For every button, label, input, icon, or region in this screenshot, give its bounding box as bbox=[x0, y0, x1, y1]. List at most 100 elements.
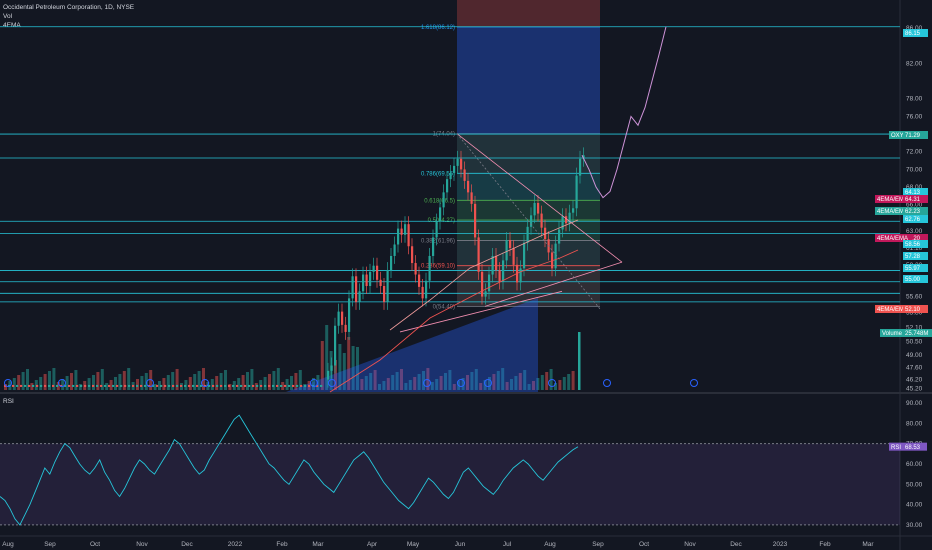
volume-bar bbox=[347, 337, 351, 390]
candle-history bbox=[28, 384, 31, 387]
candle-history bbox=[84, 384, 87, 387]
target-zone bbox=[457, 26, 600, 134]
volume-bar bbox=[514, 376, 518, 390]
fib-label: 0.786(69.56) bbox=[421, 171, 455, 177]
candle-history bbox=[76, 384, 79, 387]
event-marker bbox=[201, 379, 209, 387]
volume-bar bbox=[12, 378, 16, 390]
candle-history bbox=[184, 384, 187, 387]
candle-body bbox=[344, 324, 347, 332]
volume-bar bbox=[540, 375, 544, 390]
event-marker bbox=[690, 379, 698, 387]
price-label-bg bbox=[903, 29, 928, 37]
x-tick-label: Dec bbox=[730, 541, 742, 548]
y-tick-label: 49.00 bbox=[906, 352, 923, 359]
candle-history bbox=[176, 384, 179, 387]
candle-body bbox=[348, 298, 351, 332]
price-label: 64.13 bbox=[905, 190, 921, 196]
volume-bar bbox=[532, 381, 535, 390]
volume-bar bbox=[100, 369, 104, 390]
y-tick-label: 53.80 bbox=[906, 310, 923, 317]
candle-body bbox=[435, 221, 438, 238]
volume-bar bbox=[202, 368, 205, 390]
candle-body bbox=[456, 158, 459, 166]
candle-history bbox=[172, 384, 175, 387]
candle-body bbox=[544, 227, 547, 240]
volume-bar bbox=[404, 383, 408, 390]
candle-body bbox=[337, 311, 340, 326]
volume-bar bbox=[470, 372, 474, 390]
candle-body bbox=[341, 311, 344, 325]
price-label-bg bbox=[875, 305, 913, 313]
candle-body bbox=[509, 240, 512, 249]
candle-body bbox=[393, 244, 396, 256]
y-tick-label: 46.20 bbox=[906, 377, 923, 384]
y-tick-label: 70.00 bbox=[906, 166, 923, 173]
candle-history bbox=[264, 384, 267, 387]
candle-history bbox=[112, 384, 115, 387]
candle-history bbox=[288, 384, 291, 387]
volume-bar bbox=[43, 374, 47, 390]
ema-mid-line bbox=[389, 219, 579, 331]
price-label-bg bbox=[903, 329, 932, 337]
candle-body bbox=[414, 263, 417, 275]
candle-body bbox=[442, 192, 445, 208]
candle-history bbox=[156, 384, 159, 387]
rsi-last-name: RSI bbox=[891, 445, 901, 451]
x-tick-label: Nov bbox=[136, 541, 148, 548]
candle-body bbox=[474, 203, 477, 238]
fib-band bbox=[457, 133, 600, 174]
volume-bar bbox=[136, 379, 139, 390]
event-marker bbox=[457, 379, 465, 387]
candle-body bbox=[369, 271, 372, 287]
candle-history bbox=[12, 384, 15, 387]
price-label: 58.56 bbox=[905, 242, 921, 248]
volume-bar bbox=[413, 377, 417, 390]
volume-bar bbox=[294, 373, 298, 390]
volume-bar bbox=[30, 383, 34, 390]
price-label: 86.15 bbox=[905, 31, 921, 37]
volume-bar bbox=[114, 377, 117, 390]
candle-body bbox=[460, 158, 463, 170]
price-label: 57.28 bbox=[905, 254, 921, 260]
candle-body bbox=[505, 240, 508, 261]
volume-bar bbox=[448, 370, 452, 390]
candle-history bbox=[236, 384, 239, 387]
volume-bar bbox=[505, 382, 509, 390]
volume-bar bbox=[87, 378, 91, 390]
x-tick-label: Feb bbox=[276, 541, 288, 548]
x-tick-label: Nov bbox=[684, 541, 696, 548]
candle-history bbox=[280, 384, 283, 387]
candle-history bbox=[224, 384, 227, 387]
candle-history bbox=[108, 384, 111, 387]
x-tick-label: Mar bbox=[862, 541, 874, 548]
candle-body bbox=[383, 286, 386, 302]
candle-body bbox=[512, 248, 515, 265]
candle-history bbox=[232, 384, 235, 387]
candle-body bbox=[582, 155, 585, 159]
volume-bar bbox=[4, 384, 7, 390]
candle-body bbox=[526, 226, 529, 243]
candle-history bbox=[284, 384, 287, 387]
x-tick-label: Feb bbox=[819, 541, 831, 548]
volume-bar bbox=[496, 371, 500, 390]
rsi-tick-label: 40.00 bbox=[906, 502, 923, 509]
price-label: 25.748M bbox=[905, 331, 928, 337]
candle-body bbox=[579, 158, 582, 176]
candle-body bbox=[554, 243, 557, 269]
event-marker bbox=[548, 379, 556, 387]
volume-bar bbox=[325, 325, 329, 390]
rsi-tick-label: 90.00 bbox=[906, 400, 923, 407]
volume-bar bbox=[56, 382, 60, 390]
candle-history bbox=[168, 384, 171, 387]
volume-bar bbox=[518, 373, 522, 390]
price-label: OXY bbox=[891, 133, 904, 139]
volume-bar bbox=[501, 368, 505, 390]
candle-body bbox=[334, 325, 337, 366]
x-tick-label: Mar bbox=[312, 541, 324, 548]
candle-body bbox=[365, 274, 368, 287]
candle-history bbox=[44, 384, 47, 387]
candle-body bbox=[470, 192, 473, 204]
candle-body bbox=[376, 265, 379, 280]
